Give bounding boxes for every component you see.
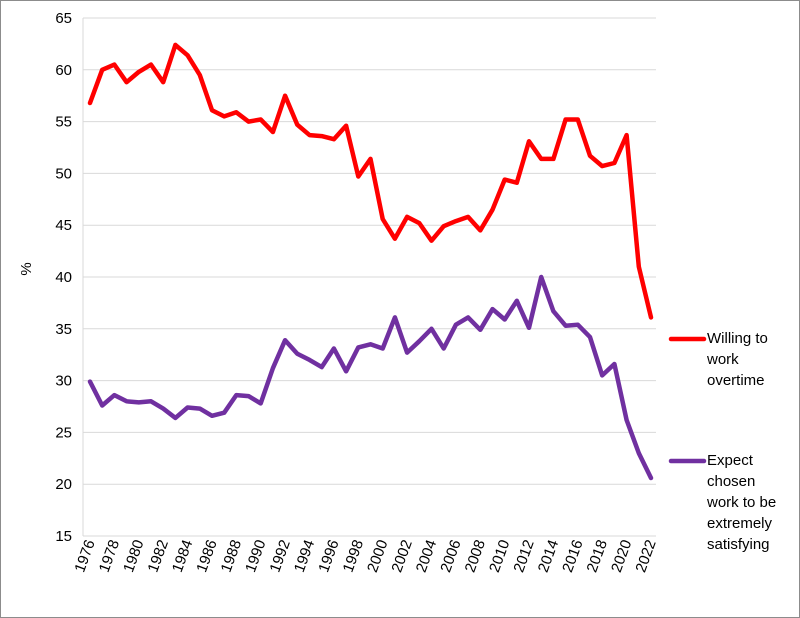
y-tick-label: 30 [55, 373, 72, 390]
y-tick-label: 35 [55, 321, 72, 338]
legend-label: overtime [707, 372, 765, 389]
y-tick-label: 55 [55, 114, 72, 131]
y-tick-label: 15 [55, 528, 72, 545]
gridlines [83, 17, 656, 485]
series-line-0 [87, 42, 654, 320]
x-tick-label: 2022 [632, 538, 659, 575]
legend: Willing to work overtime Expect chosen work t… [668, 330, 776, 553]
y-tick-label: 25 [55, 424, 72, 441]
legend-label: work [706, 351, 739, 368]
y-tick-label: 60 [55, 62, 72, 79]
legend-label: satisfying [707, 536, 770, 553]
legend-label: chosen [707, 473, 755, 490]
x-tick-labels: 1976197819801982198419861988199019921994… [71, 538, 659, 575]
y-tick-label: 65 [55, 10, 72, 27]
y-tick-label: 45 [55, 217, 72, 234]
y-tick-label: 40 [55, 269, 72, 286]
series-lines [87, 42, 654, 481]
legend-label: Expect [707, 452, 754, 469]
y-tick-label: 20 [55, 476, 72, 493]
legend-label: extremely [707, 515, 773, 532]
y-tick-labels: 15 20 25 30 35 40 45 50 55 60 65 [55, 10, 72, 545]
legend-label: Willing to [707, 330, 768, 347]
legend-label: work to be [706, 494, 776, 511]
y-axis-label: % [18, 262, 35, 275]
series-line-1 [87, 274, 654, 481]
axis-lines [82, 18, 656, 537]
y-tick-label: 50 [55, 165, 72, 182]
